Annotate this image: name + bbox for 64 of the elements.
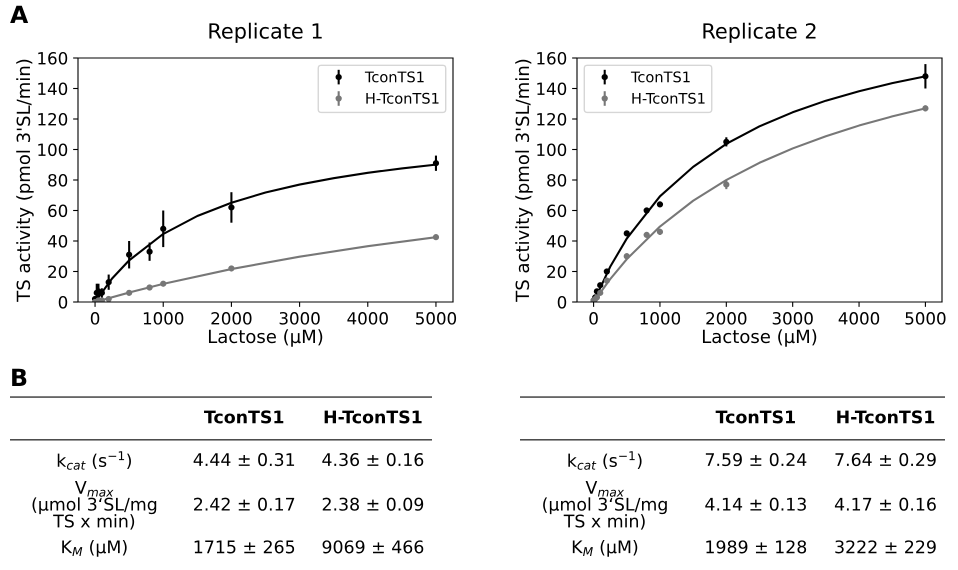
y-axis-title: TS activity (pmol 3'SL/min): [16, 60, 34, 302]
y-tick-label: 40: [48, 234, 68, 248]
y-tick-label: 0: [58, 296, 68, 309]
y-tick-label: 80: [547, 174, 566, 187]
x-tick-label: 5000: [416, 312, 456, 325]
y-tick-label: 120: [537, 112, 566, 126]
x-axis-title: Lactose (µM): [702, 329, 816, 347]
text: TconTS1: [204, 410, 284, 424]
y-tick-label: 0: [558, 296, 566, 309]
x-tick-label: 5000: [905, 312, 946, 325]
text: 4.17 ± 0.16: [834, 498, 936, 511]
legend-label: H-TconTS1: [632, 92, 705, 104]
text: 4.36 ± 0.16: [322, 453, 424, 466]
x-tick-label: 3000: [772, 312, 813, 325]
text: TconTS1: [716, 410, 795, 424]
x-tick-label: 3000: [280, 312, 320, 325]
x-tick-label: 4000: [347, 312, 388, 325]
text: A: [10, 6, 28, 23]
y-tick-label: 60: [48, 204, 68, 218]
y-tick-label: 160: [38, 52, 68, 65]
text: k$_{cat}$ (s$^{−1}$): [58, 451, 131, 470]
y-tick-label: 20: [48, 265, 68, 278]
text: 1989 ± 128: [706, 540, 806, 554]
text: H-TconTS1: [324, 410, 422, 424]
x-axis-title: Lactose (µM): [208, 329, 322, 347]
text: 2.42 ± 0.17: [194, 498, 294, 511]
y-tick-label: 140: [38, 82, 68, 96]
y-axis-title: TS activity (pmol 3'SL/min): [515, 60, 533, 302]
y-tick-label: 140: [537, 82, 566, 96]
y-tick-label: 120: [38, 112, 68, 126]
legend-label: H-TconTS1: [366, 92, 439, 104]
x-tick-label: 1000: [640, 312, 680, 325]
text: H-TconTS1: [837, 410, 934, 424]
text: 4.44 ± 0.31: [194, 453, 294, 466]
text: 1715 ± 265: [194, 540, 294, 554]
x-tick-label: 0: [90, 312, 100, 325]
text: 9069 ± 466: [322, 540, 424, 554]
y-tick-label: 60: [547, 204, 566, 218]
y-tick-label: 40: [546, 234, 566, 248]
y-tick-label: 160: [537, 52, 566, 65]
text: 2.38 ± 0.09: [322, 498, 424, 511]
legend-label: TconTS1: [630, 71, 690, 82]
text: B: [12, 368, 26, 386]
y-tick-label: 80: [48, 174, 68, 187]
text: 7.64 ± 0.29: [835, 453, 936, 466]
text: V$_{max}$ (µmol 3‘SL/mg TS x min): [543, 481, 667, 530]
x-tick-label: 0: [589, 312, 598, 325]
text: 3222 ± 229: [835, 540, 936, 554]
text: K$_{M}$ (µM): [572, 540, 638, 557]
y-tick-label: 100: [38, 143, 68, 156]
text: 7.59 ± 0.24: [706, 453, 806, 466]
x-tick-label: 4000: [838, 312, 880, 325]
legend-label: TconTS1: [364, 71, 424, 82]
chart-title: Replicate 2: [703, 22, 816, 43]
y-tick-label: 20: [547, 265, 566, 278]
text: 4.14 ± 0.13: [705, 498, 806, 511]
y-tick-label: 100: [537, 143, 566, 156]
x-tick-label: 2000: [211, 312, 252, 325]
text: V$_{max}$ (µmol 3‘SL/mg TS x min): [32, 481, 156, 530]
chart-title: Replicate 1: [209, 22, 322, 43]
text: K$_{M}$ (µM): [62, 540, 127, 557]
x-tick-label: 1000: [144, 312, 184, 325]
text: k$_{cat}$ (s$^{−1}$): [568, 451, 642, 470]
x-tick-label: 2000: [706, 312, 746, 325]
